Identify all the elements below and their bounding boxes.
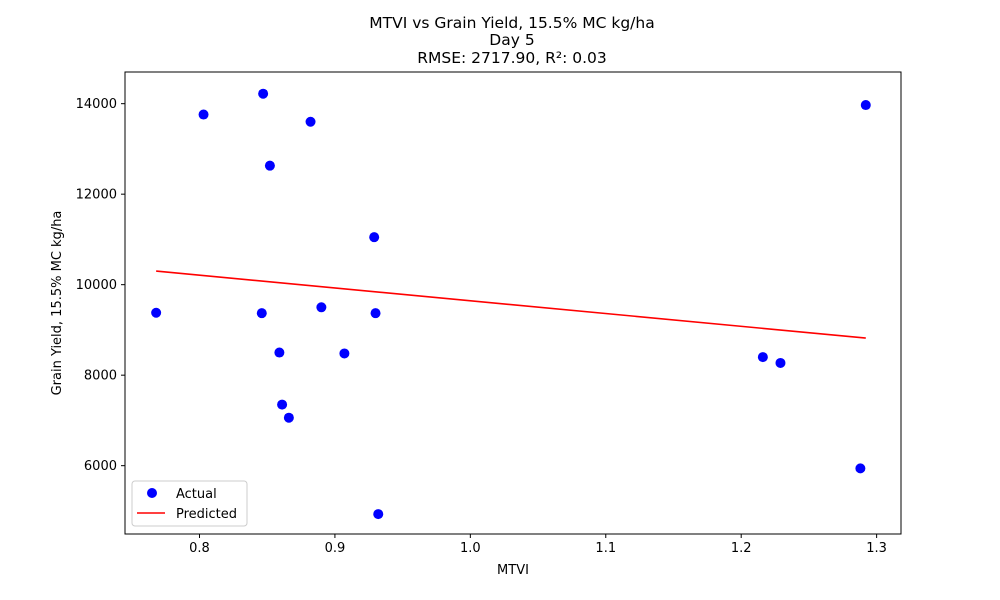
actual-point <box>339 348 350 359</box>
actual-point <box>258 88 269 99</box>
x-tick-label: 1.1 <box>595 541 616 556</box>
actual-point <box>198 109 209 120</box>
y-tick-label: 6000 <box>84 459 117 474</box>
x-tick-label: 1.2 <box>731 541 752 556</box>
x-tick-label: 0.9 <box>325 541 346 556</box>
x-tick-label: 0.8 <box>189 541 210 556</box>
y-axis-label: Grain Yield, 15.5% MC kg/ha <box>50 211 65 396</box>
legend: Actual Predicted <box>131 480 248 527</box>
actual-point <box>860 100 871 111</box>
actual-point <box>256 308 267 319</box>
chart-title-line-3: RMSE: 2717.90, R²: 0.03 <box>417 49 607 67</box>
legend-actual-label: Actual <box>176 487 217 502</box>
x-axis: 0.8 0.9 1.0 1.1 1.2 1.3 <box>189 534 887 556</box>
y-tick-label: 10000 <box>76 278 117 293</box>
y-axis: 6000 8000 10000 12000 14000 <box>76 97 125 474</box>
y-tick-label: 14000 <box>76 97 117 112</box>
actual-point <box>369 232 380 243</box>
legend-predicted-label: Predicted <box>176 507 237 522</box>
x-tick-label: 1.3 <box>866 541 887 556</box>
actual-point <box>316 302 327 313</box>
actual-point <box>305 116 316 127</box>
actual-point <box>757 352 768 363</box>
y-tick-label: 8000 <box>84 369 117 384</box>
legend-actual-marker <box>147 488 157 498</box>
actual-point <box>274 347 285 358</box>
legend-box <box>131 480 248 527</box>
actual-point <box>283 412 294 423</box>
y-tick-label: 12000 <box>76 188 117 203</box>
x-axis-label: MTVI <box>497 563 529 578</box>
predicted-line <box>156 270 866 339</box>
chart-title-line-2: Day 5 <box>489 31 535 49</box>
actual-point <box>775 357 786 368</box>
plot-frame <box>124 71 902 535</box>
actual-point <box>855 463 866 474</box>
actual-point <box>264 160 275 171</box>
x-tick-label: 1.0 <box>460 541 481 556</box>
chart-title-line-1: MTVI vs Grain Yield, 15.5% MC kg/ha <box>369 14 655 32</box>
actual-point <box>151 307 162 318</box>
plot-marks <box>151 88 871 520</box>
actual-point <box>373 509 384 520</box>
actual-point <box>277 399 288 410</box>
actual-point <box>370 308 381 319</box>
